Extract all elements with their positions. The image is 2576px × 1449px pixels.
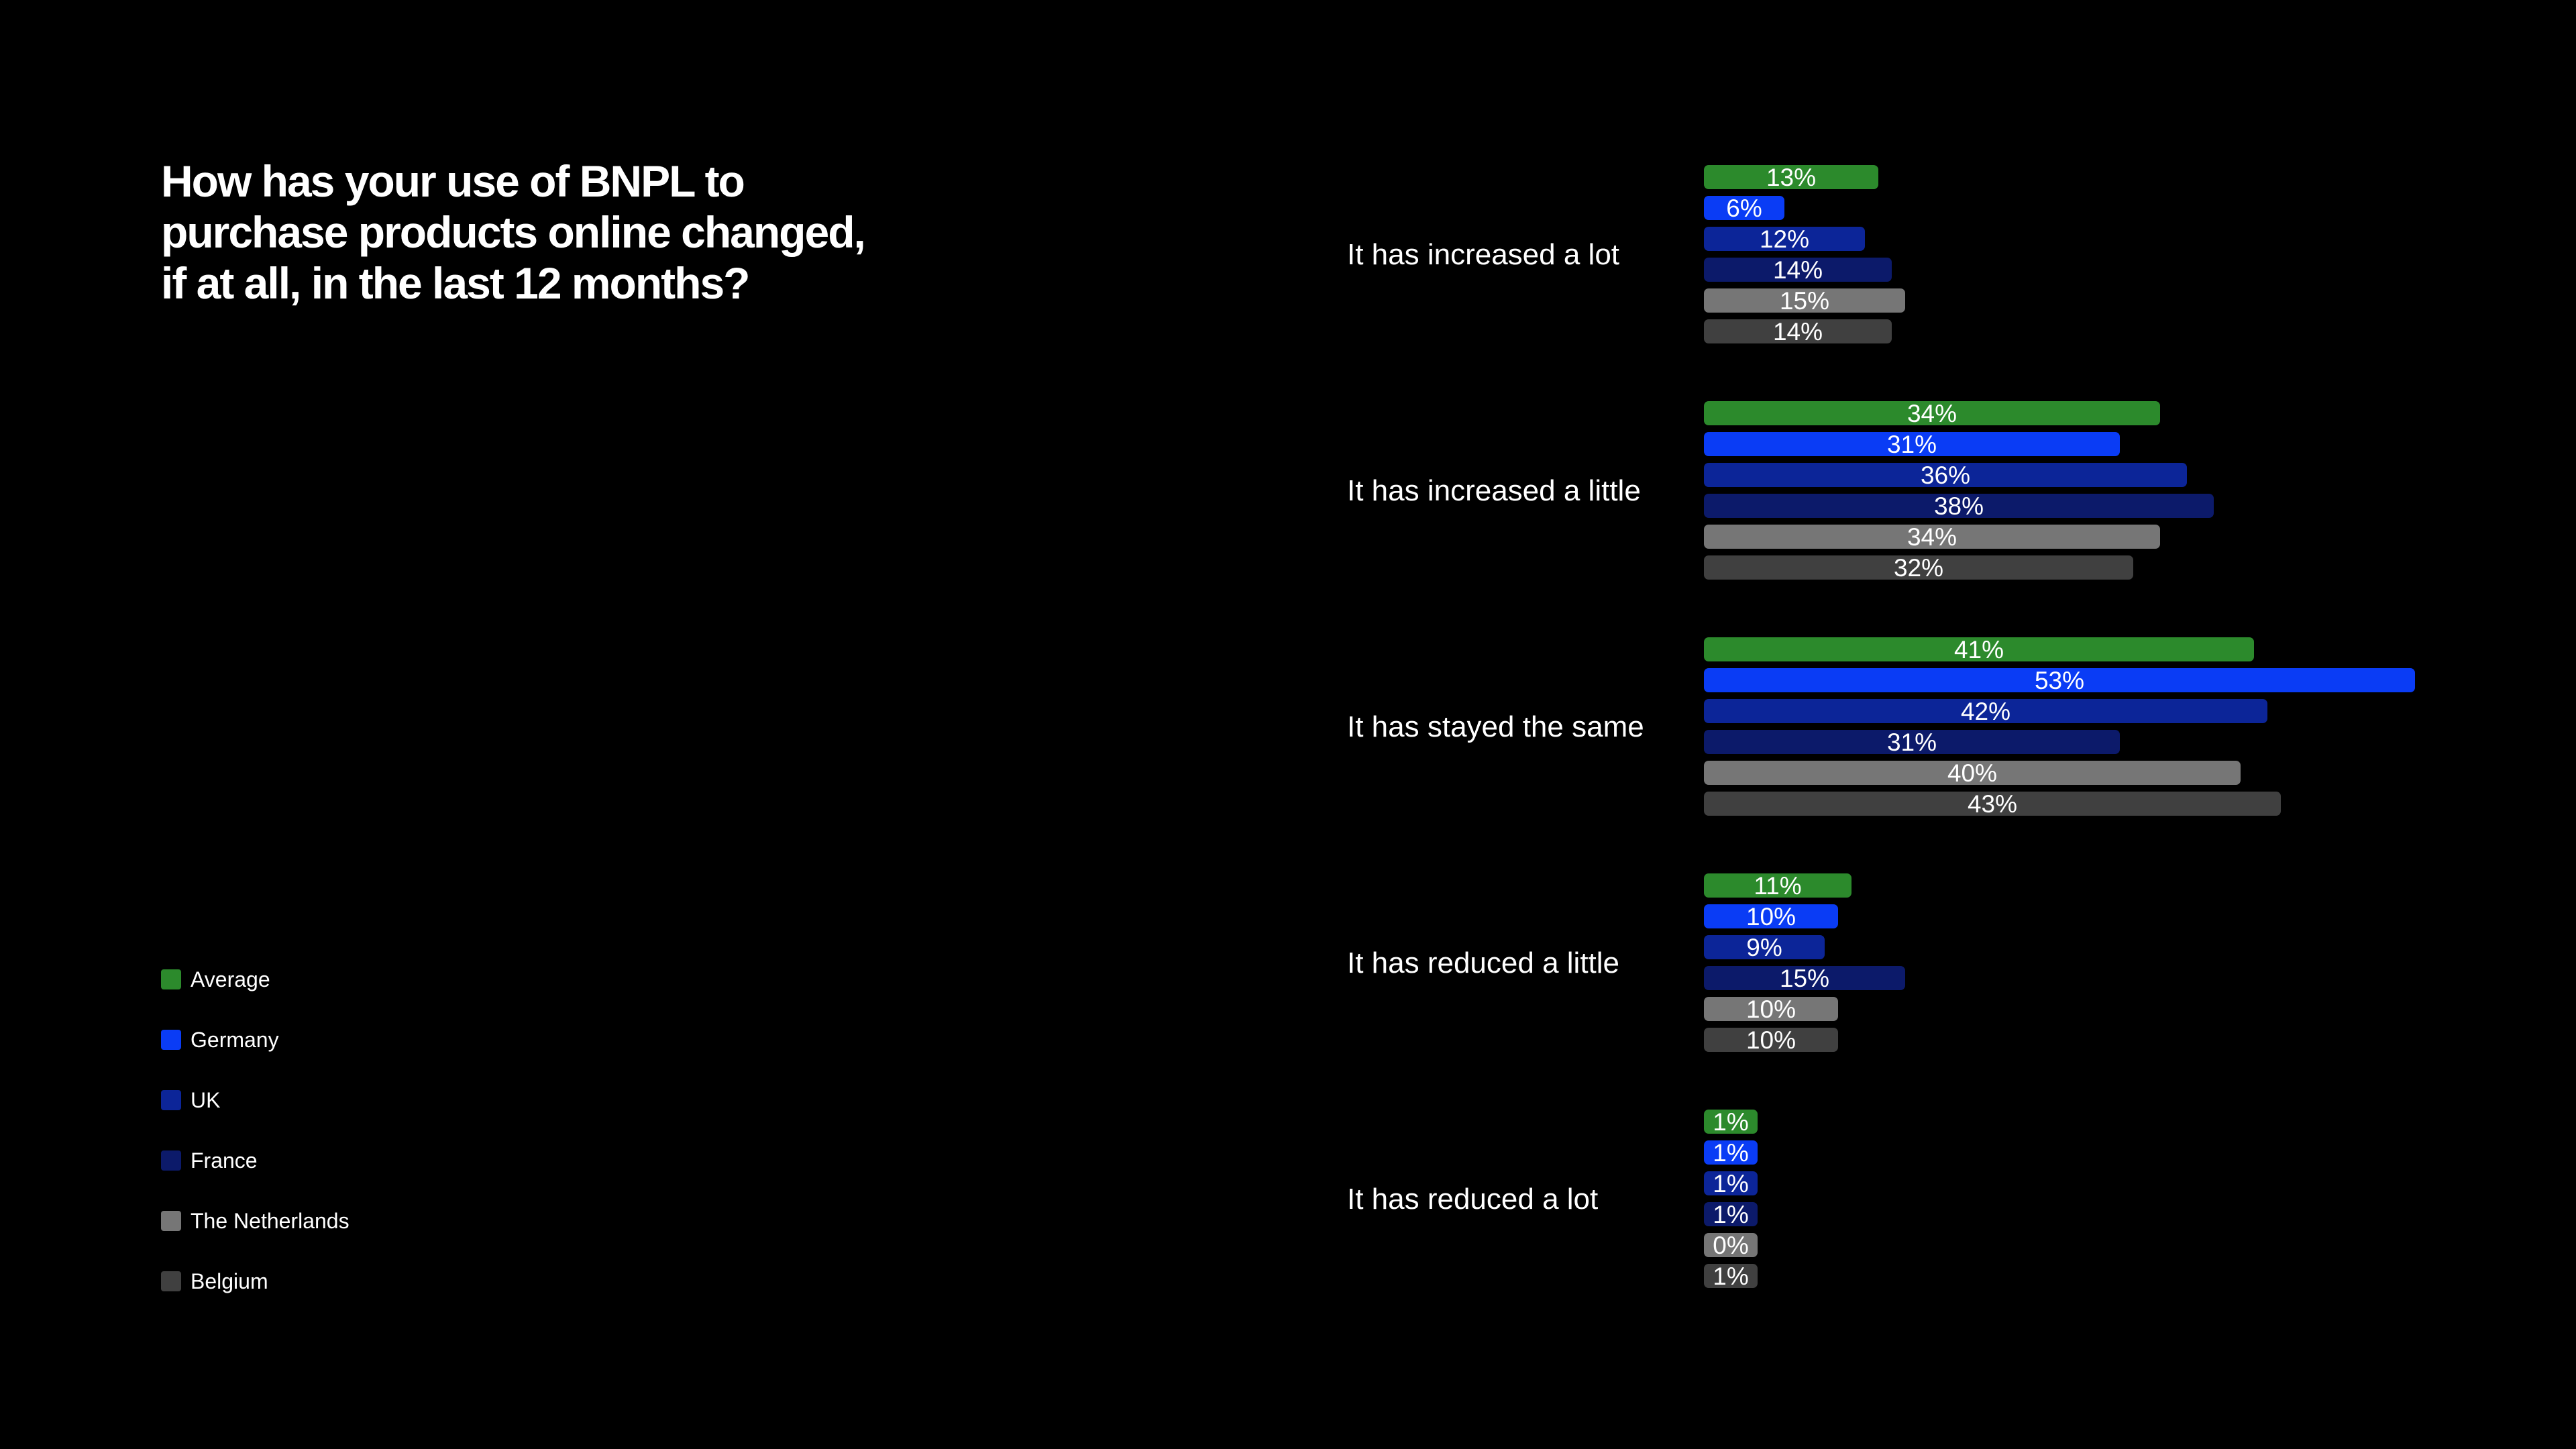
legend-item: Belgium: [161, 1261, 268, 1301]
bar-value-label: 1%: [1713, 1139, 1748, 1167]
legend-label: Average: [191, 967, 270, 991]
legend-label: Germany: [191, 1027, 279, 1052]
legend: Average Germany UK France The Netherlands Bel…: [161, 959, 631, 1308]
legend-label: The Netherlands: [191, 1208, 350, 1233]
bar: [1704, 997, 1838, 1021]
category-label: It has reduced a lot: [1347, 1183, 1598, 1216]
bar-value-label: 15%: [1780, 287, 1829, 315]
chart-title: How has your use of BNPL to purchase pro…: [161, 156, 866, 308]
bar: [1704, 432, 2120, 456]
bar-value-label: 14%: [1773, 256, 1823, 284]
legend-item: Average: [161, 959, 270, 1000]
bar-value-label: 1%: [1713, 1263, 1748, 1290]
bar-value-label: 11%: [1754, 872, 1801, 900]
bar-value-label: 6%: [1726, 195, 1762, 222]
bar: [1704, 1202, 1758, 1226]
category-label: It has stayed the same: [1347, 710, 1644, 743]
bar: [1704, 525, 2160, 549]
category-label: It has increased a lot: [1347, 238, 1619, 271]
bar: [1704, 792, 2281, 816]
legend-label: UK: [191, 1087, 221, 1112]
bar: [1704, 1110, 1758, 1134]
legend-swatch: [161, 1271, 181, 1291]
bar-value-label: 12%: [1760, 225, 1809, 253]
bar: [1704, 699, 2267, 723]
bar: [1704, 935, 1825, 959]
bar: [1704, 319, 1892, 343]
bar: [1704, 668, 2415, 692]
bar-value-label: 43%: [1968, 790, 2017, 818]
bar-value-label: 10%: [1746, 996, 1796, 1023]
legend-label: Belgium: [191, 1269, 268, 1293]
bar-value-label: 32%: [1894, 554, 1943, 582]
category-label: It has increased a little: [1347, 474, 1641, 507]
bar: [1704, 1140, 1758, 1165]
legend-item: Germany: [161, 1020, 279, 1060]
bar-value-label: 31%: [1887, 431, 1937, 458]
bar-value-label: 34%: [1907, 523, 1957, 551]
legend-swatch: [161, 1211, 181, 1231]
bar: [1704, 288, 1905, 313]
bar: [1704, 966, 1905, 990]
legend-swatch: [161, 969, 181, 989]
bar-value-label: 1%: [1713, 1201, 1748, 1228]
bar-value-label: 14%: [1773, 318, 1823, 345]
legend-item: The Netherlands: [161, 1201, 350, 1241]
bar: [1704, 1233, 1758, 1257]
legend-item: France: [161, 1140, 258, 1181]
bar-value-label: 10%: [1746, 903, 1796, 930]
bar: [1704, 555, 2133, 580]
bar-value-label: 31%: [1887, 729, 1937, 756]
bar: [1704, 730, 2120, 754]
bar: [1704, 873, 1851, 898]
bar: [1704, 196, 1784, 220]
bar-value-label: 53%: [2035, 667, 2084, 694]
bar-value-label: 36%: [1921, 462, 1970, 489]
bar: [1704, 637, 2254, 661]
bar: [1704, 401, 2160, 425]
bar-value-label: 1%: [1713, 1170, 1748, 1197]
bar-value-label: 42%: [1961, 698, 2010, 725]
bar: [1704, 494, 2214, 518]
bar: [1704, 1028, 1838, 1052]
category-label: It has reduced a little: [1347, 947, 1619, 979]
legend-swatch: [161, 1150, 181, 1171]
legend-swatch: [161, 1030, 181, 1050]
bar: [1704, 258, 1892, 282]
bar: [1704, 1171, 1758, 1195]
bar: [1704, 463, 2187, 487]
bar-value-label: 9%: [1746, 934, 1782, 961]
bar-value-label: 1%: [1713, 1108, 1748, 1136]
legend-label: France: [191, 1148, 258, 1173]
bar: [1704, 904, 1838, 928]
bar: [1704, 227, 1865, 251]
bar: [1704, 165, 1878, 189]
bar-value-label: 13%: [1766, 164, 1816, 191]
bar-value-label: 41%: [1954, 636, 2004, 663]
bar-value-label: 40%: [1947, 759, 1997, 787]
legend-swatch: [161, 1090, 181, 1110]
bar-value-label: 34%: [1907, 400, 1957, 427]
bar-value-label: 15%: [1780, 965, 1829, 992]
legend-item: UK: [161, 1080, 220, 1120]
bar-value-label: 38%: [1934, 492, 1984, 520]
bar: [1704, 761, 2241, 785]
bar: [1704, 1264, 1758, 1288]
bar-value-label: 0%: [1713, 1232, 1748, 1259]
bar-value-label: 10%: [1746, 1026, 1796, 1054]
